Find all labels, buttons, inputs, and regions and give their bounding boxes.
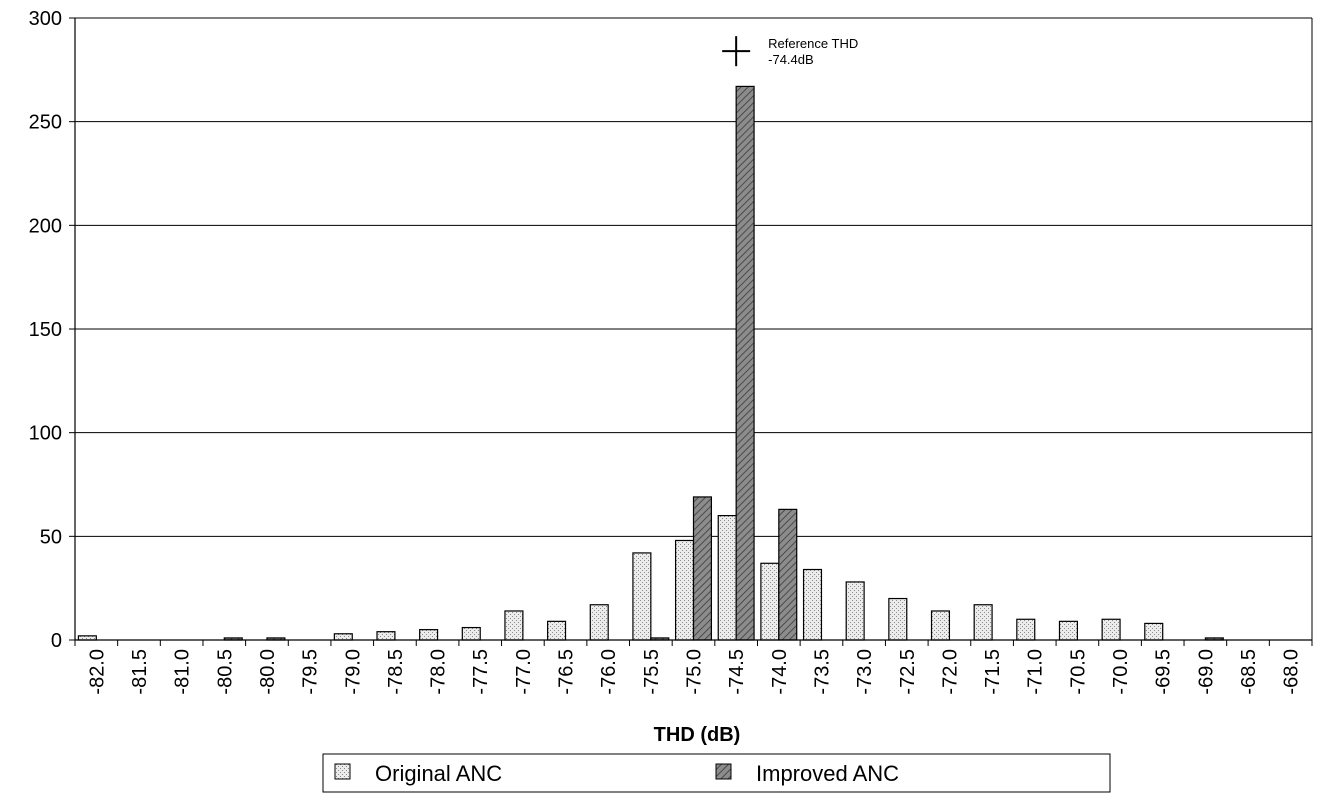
- bar-original-anc: [674, 539, 695, 641]
- bar-original-anc: [802, 568, 823, 641]
- x-tick-label: -74.5: [726, 649, 748, 695]
- bars: [77, 85, 1224, 641]
- x-tick-label: -78.5: [385, 649, 407, 695]
- annotation-value: -74.4dB: [768, 52, 814, 67]
- bar-improved-anc: [778, 508, 798, 641]
- legend-label-original: Original ANC: [375, 761, 502, 786]
- y-tick-label: 200: [29, 215, 62, 237]
- bar-improved-anc: [735, 85, 755, 641]
- y-tick-label: 0: [51, 630, 62, 652]
- bar-improved-anc: [692, 496, 713, 641]
- annotation: Reference THD-74.4dB: [722, 36, 858, 67]
- y-tick-label: 150: [29, 319, 62, 341]
- x-tick-label: -70.0: [1110, 649, 1132, 695]
- bar-original-anc: [333, 633, 353, 641]
- x-axis-title: THD (dB): [654, 724, 741, 746]
- x-tick-label: -71.5: [982, 649, 1004, 695]
- x-tick-labels: -82.0 -81.5 -81.0 -80.5 -80.0 -79.5 -79.0 -78.5…: [86, 649, 1302, 695]
- legend: Original ANC Improved ANC: [322, 753, 1111, 793]
- x-tick-label: -77.0: [513, 649, 535, 695]
- x-tick-label: -81.5: [129, 649, 151, 695]
- bar-original-anc: [632, 552, 652, 641]
- bar-original-anc: [888, 597, 908, 641]
- bar-original-anc: [930, 610, 951, 641]
- x-tick-label: -77.5: [470, 649, 492, 695]
- x-tick-label: -79.5: [300, 649, 322, 695]
- bar-original-anc: [845, 581, 865, 641]
- bar-original-anc: [717, 514, 737, 641]
- x-tick-label: -69.0: [1195, 649, 1217, 695]
- y-tick-label: 50: [40, 526, 62, 548]
- x-tick-label: -75.5: [641, 649, 663, 695]
- bar-original-anc: [419, 629, 439, 641]
- bar-original-anc: [376, 631, 396, 641]
- gridlines: [75, 17, 1312, 537]
- x-tick-label: -73.0: [854, 649, 876, 695]
- x-tick-label: -82.0: [86, 649, 108, 695]
- x-tick-label: -76.5: [556, 649, 578, 695]
- bar-original-anc: [1144, 622, 1164, 641]
- x-tick-label: -72.5: [897, 649, 919, 695]
- axes: [69, 17, 1313, 646]
- legend-swatch-original: [334, 763, 351, 780]
- y-tick-label: 100: [29, 423, 62, 445]
- x-tick-label: -74.0: [769, 649, 791, 695]
- bar-original-anc: [1058, 620, 1078, 641]
- x-tick-label: -76.0: [598, 649, 620, 695]
- x-tick-label: -71.0: [1025, 649, 1047, 695]
- x-tick-label: -73.5: [811, 649, 833, 695]
- x-tick-label: -80.0: [257, 649, 279, 695]
- x-tick-label: -72.0: [939, 649, 961, 695]
- y-tick-label: 300: [29, 8, 62, 30]
- x-tick-label: -78.0: [428, 649, 450, 695]
- x-tick-label: -79.0: [342, 649, 364, 695]
- legend-label-improved: Improved ANC: [756, 761, 899, 786]
- x-tick-label: -81.0: [172, 649, 194, 695]
- x-tick-label: -80.5: [214, 649, 236, 695]
- bar-original-anc: [973, 604, 993, 641]
- bar-original-anc: [77, 635, 97, 641]
- bar-original-anc: [1101, 618, 1121, 641]
- legend-swatch-improved: [715, 763, 732, 780]
- x-tick-label: -75.0: [684, 649, 706, 695]
- x-tick-label: -68.0: [1281, 649, 1303, 695]
- bar-original-anc: [461, 626, 481, 641]
- bar-original-anc: [760, 562, 780, 641]
- bar-original-anc: [547, 620, 567, 641]
- y-tick-labels: 0 50 100 150 200 250 300: [29, 8, 62, 652]
- x-tick-label: -68.5: [1238, 649, 1260, 695]
- y-tick-label: 250: [29, 112, 62, 134]
- x-tick-label: -70.5: [1067, 649, 1089, 695]
- annotation-label: Reference THD: [768, 36, 858, 51]
- bar-original-anc: [504, 610, 524, 641]
- bar-original-anc: [1016, 618, 1036, 641]
- bar-original-anc: [589, 604, 609, 641]
- x-tick-label: -69.5: [1153, 649, 1175, 695]
